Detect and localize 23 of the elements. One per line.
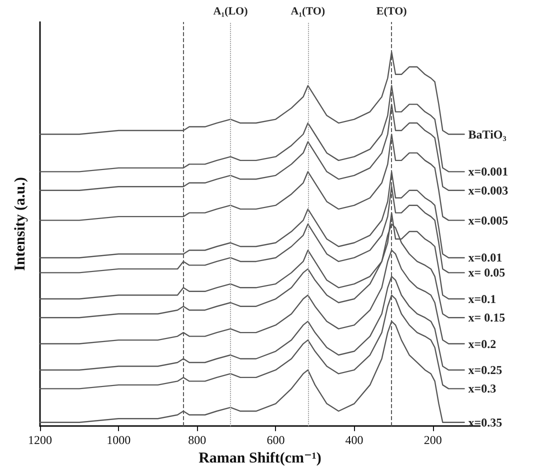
- series-label: x=0.35: [468, 415, 502, 430]
- series-label: x=0.005: [468, 213, 508, 228]
- ref-line-label: E(TO): [376, 6, 408, 18]
- series-label: x=0.25: [468, 362, 502, 377]
- ref-line-label: A₁(LO): [213, 6, 248, 18]
- x-tick-label: 1200: [28, 433, 52, 448]
- series-label: x= 0.05: [468, 266, 506, 280]
- series-label: x= 0.15: [468, 310, 506, 325]
- series-label: x=0.003: [468, 183, 508, 198]
- series-label: x=0.3: [468, 382, 496, 396]
- x-tick-label: 600: [266, 433, 285, 448]
- series-label: x=0.001: [468, 164, 508, 179]
- ref-line-label: A₁(TO): [290, 6, 326, 18]
- series-label: x=0.01: [468, 250, 502, 265]
- series-label: x=0.2: [468, 336, 496, 351]
- x-tick-label: 200: [424, 433, 442, 448]
- series-label: x=0.1: [468, 292, 496, 306]
- x-tick-label: 800: [188, 433, 206, 448]
- series-label: BaTiO₃: [468, 127, 507, 142]
- y-axis-title: Intensity (a.u.): [12, 177, 28, 271]
- x-tick-label: 400: [345, 433, 364, 448]
- x-tick-label: 1000: [106, 433, 131, 448]
- x-axis-title: Raman Shift(cm⁻¹): [198, 450, 322, 466]
